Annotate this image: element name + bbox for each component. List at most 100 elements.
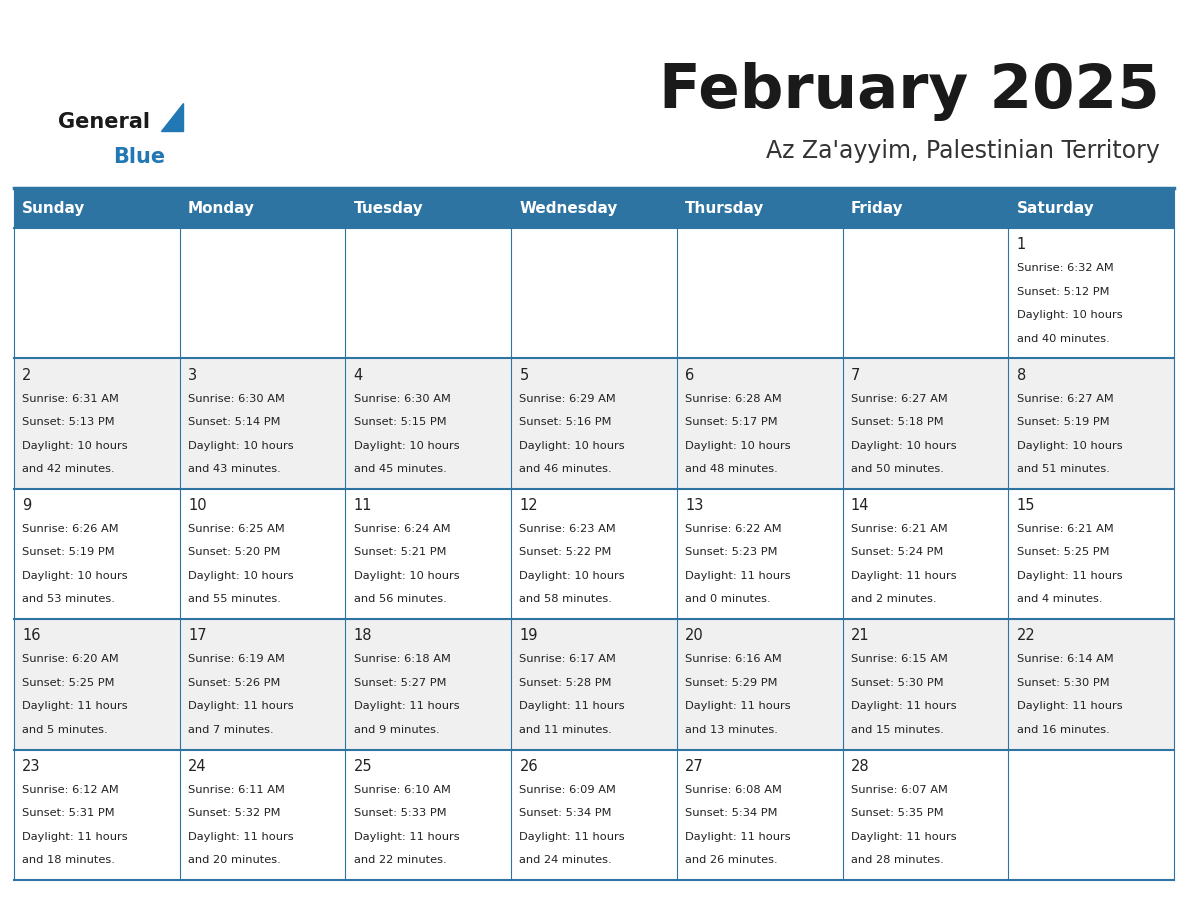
Text: Sunrise: 6:16 AM: Sunrise: 6:16 AM [685, 655, 782, 665]
Bar [179, 750, 346, 880]
Text: Sunset: 5:19 PM: Sunset: 5:19 PM [23, 547, 115, 557]
Bar [842, 188, 1009, 228]
Text: Sunset: 5:28 PM: Sunset: 5:28 PM [519, 677, 612, 688]
Text: Daylight: 11 hours: Daylight: 11 hours [188, 701, 293, 711]
Bar [677, 228, 842, 358]
Text: and 46 minutes.: and 46 minutes. [519, 464, 612, 474]
Bar [179, 188, 346, 228]
Bar [511, 750, 677, 880]
Text: Sunrise: 6:12 AM: Sunrise: 6:12 AM [23, 785, 119, 795]
Text: 13: 13 [685, 498, 703, 513]
Polygon shape [162, 103, 183, 131]
Bar [14, 750, 179, 880]
Text: Sunset: 5:34 PM: Sunset: 5:34 PM [685, 808, 778, 818]
Text: Sunset: 5:12 PM: Sunset: 5:12 PM [1017, 286, 1110, 297]
Bar [14, 188, 179, 228]
Text: 25: 25 [354, 759, 372, 774]
Text: 22: 22 [1017, 628, 1035, 644]
Text: Daylight: 10 hours: Daylight: 10 hours [23, 571, 128, 581]
Text: Daylight: 10 hours: Daylight: 10 hours [23, 441, 128, 451]
Text: Sunrise: 6:21 AM: Sunrise: 6:21 AM [851, 524, 948, 534]
Text: Daylight: 10 hours: Daylight: 10 hours [851, 441, 956, 451]
Text: Daylight: 10 hours: Daylight: 10 hours [188, 441, 293, 451]
Text: and 0 minutes.: and 0 minutes. [685, 595, 771, 604]
Text: and 40 minutes.: and 40 minutes. [1017, 333, 1110, 343]
Text: Sunset: 5:35 PM: Sunset: 5:35 PM [851, 808, 943, 818]
Text: Sunset: 5:33 PM: Sunset: 5:33 PM [354, 808, 447, 818]
Text: General: General [58, 112, 150, 132]
Text: Sunrise: 6:27 AM: Sunrise: 6:27 AM [1017, 394, 1113, 404]
Text: Sunset: 5:34 PM: Sunset: 5:34 PM [519, 808, 612, 818]
Text: Sunrise: 6:19 AM: Sunrise: 6:19 AM [188, 655, 285, 665]
Bar [842, 228, 1009, 358]
Bar [346, 358, 511, 488]
Text: Sunset: 5:21 PM: Sunset: 5:21 PM [354, 547, 447, 557]
Bar [14, 358, 179, 488]
Bar [346, 228, 511, 358]
Text: Daylight: 11 hours: Daylight: 11 hours [354, 832, 460, 842]
Text: and 28 minutes.: and 28 minutes. [851, 856, 943, 866]
Bar [511, 188, 677, 228]
Text: Sunset: 5:14 PM: Sunset: 5:14 PM [188, 417, 280, 427]
Text: 24: 24 [188, 759, 207, 774]
Text: and 20 minutes.: and 20 minutes. [188, 856, 280, 866]
Text: and 7 minutes.: and 7 minutes. [188, 725, 273, 734]
Text: Sunrise: 6:30 AM: Sunrise: 6:30 AM [354, 394, 450, 404]
Text: Sunset: 5:20 PM: Sunset: 5:20 PM [188, 547, 280, 557]
Text: Thursday: Thursday [685, 200, 765, 216]
Text: Sunrise: 6:26 AM: Sunrise: 6:26 AM [23, 524, 119, 534]
Text: and 51 minutes.: and 51 minutes. [1017, 464, 1110, 474]
Text: Sunrise: 6:15 AM: Sunrise: 6:15 AM [851, 655, 948, 665]
Text: Sunrise: 6:07 AM: Sunrise: 6:07 AM [851, 785, 948, 795]
Text: 18: 18 [354, 628, 372, 644]
Text: Sunrise: 6:20 AM: Sunrise: 6:20 AM [23, 655, 119, 665]
Text: 16: 16 [23, 628, 40, 644]
Text: 14: 14 [851, 498, 870, 513]
Text: Sunset: 5:15 PM: Sunset: 5:15 PM [354, 417, 447, 427]
Bar [1009, 188, 1174, 228]
Text: and 48 minutes.: and 48 minutes. [685, 464, 778, 474]
Text: Sunrise: 6:09 AM: Sunrise: 6:09 AM [519, 785, 617, 795]
Bar [677, 750, 842, 880]
Text: Sunset: 5:22 PM: Sunset: 5:22 PM [519, 547, 612, 557]
Text: Sunrise: 6:32 AM: Sunrise: 6:32 AM [1017, 263, 1113, 274]
Text: Sunset: 5:18 PM: Sunset: 5:18 PM [851, 417, 943, 427]
Text: and 26 minutes.: and 26 minutes. [685, 856, 778, 866]
Text: Daylight: 11 hours: Daylight: 11 hours [851, 832, 956, 842]
Bar [511, 620, 677, 750]
Text: Sunrise: 6:22 AM: Sunrise: 6:22 AM [685, 524, 782, 534]
Bar [1009, 228, 1174, 358]
Text: 17: 17 [188, 628, 207, 644]
Text: Daylight: 11 hours: Daylight: 11 hours [685, 701, 791, 711]
Text: and 24 minutes.: and 24 minutes. [519, 856, 612, 866]
Text: Sunset: 5:26 PM: Sunset: 5:26 PM [188, 677, 280, 688]
Bar [1009, 358, 1174, 488]
Bar [346, 750, 511, 880]
Text: and 43 minutes.: and 43 minutes. [188, 464, 280, 474]
Text: Tuesday: Tuesday [354, 200, 423, 216]
Bar [14, 620, 179, 750]
Bar [179, 358, 346, 488]
Text: Daylight: 10 hours: Daylight: 10 hours [354, 441, 460, 451]
Text: Sunset: 5:19 PM: Sunset: 5:19 PM [1017, 417, 1110, 427]
Bar [677, 620, 842, 750]
Text: Daylight: 11 hours: Daylight: 11 hours [1017, 701, 1123, 711]
Text: Daylight: 11 hours: Daylight: 11 hours [1017, 571, 1123, 581]
Text: 15: 15 [1017, 498, 1035, 513]
Text: 9: 9 [23, 498, 32, 513]
Text: Daylight: 10 hours: Daylight: 10 hours [1017, 441, 1123, 451]
Text: and 55 minutes.: and 55 minutes. [188, 595, 280, 604]
Text: Sunrise: 6:29 AM: Sunrise: 6:29 AM [519, 394, 617, 404]
Text: Sunset: 5:25 PM: Sunset: 5:25 PM [23, 677, 115, 688]
Bar [1009, 488, 1174, 620]
Bar [677, 188, 842, 228]
Text: and 9 minutes.: and 9 minutes. [354, 725, 440, 734]
Text: Sunday: Sunday [23, 200, 86, 216]
Bar [1009, 620, 1174, 750]
Text: Sunset: 5:16 PM: Sunset: 5:16 PM [519, 417, 612, 427]
Text: Daylight: 11 hours: Daylight: 11 hours [188, 832, 293, 842]
Text: and 22 minutes.: and 22 minutes. [354, 856, 447, 866]
Text: Sunset: 5:32 PM: Sunset: 5:32 PM [188, 808, 280, 818]
Text: Daylight: 11 hours: Daylight: 11 hours [519, 832, 625, 842]
Bar [179, 620, 346, 750]
